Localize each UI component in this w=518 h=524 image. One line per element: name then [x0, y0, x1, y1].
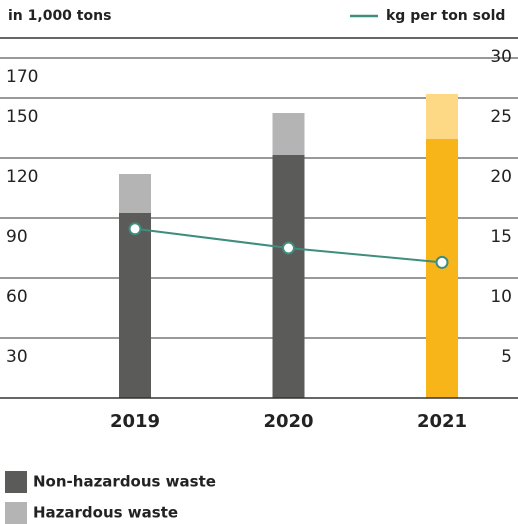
line-point	[435, 255, 449, 269]
y-axis-label: in 1,000 tons	[8, 8, 111, 24]
legend-swatch	[5, 502, 27, 524]
y2-tick-label: 25	[490, 107, 512, 127]
y2-tick-label: 10	[490, 287, 512, 307]
y2-tick-label: 30	[490, 47, 512, 67]
y-tick-label: 170	[6, 67, 38, 87]
bar	[272, 155, 305, 398]
x-tick-label: 2019	[110, 411, 160, 432]
legend-label: kg per ton sold	[386, 8, 505, 24]
bar	[119, 174, 151, 213]
y-tick-label: 90	[6, 227, 28, 247]
line-point	[282, 241, 295, 255]
bar	[119, 213, 151, 398]
x-tick-label: 2021	[417, 411, 467, 432]
legend-label: Non-hazardous waste	[33, 473, 216, 491]
bar	[272, 113, 305, 155]
x-tick-label: 2020	[263, 411, 313, 432]
y-tick-label: 120	[6, 167, 38, 187]
y2-tick-label: 5	[501, 347, 512, 367]
legend-swatch	[5, 471, 27, 493]
y-tick-label: 30	[6, 347, 28, 367]
y-tick-label: 150	[6, 107, 38, 127]
y2-tick-label: 20	[490, 167, 512, 187]
line-point	[128, 222, 142, 236]
legend-label: Hazardous waste	[33, 504, 178, 522]
bar	[426, 94, 458, 139]
y2-tick-label: 15	[490, 227, 512, 247]
y-tick-label: 60	[6, 287, 28, 307]
